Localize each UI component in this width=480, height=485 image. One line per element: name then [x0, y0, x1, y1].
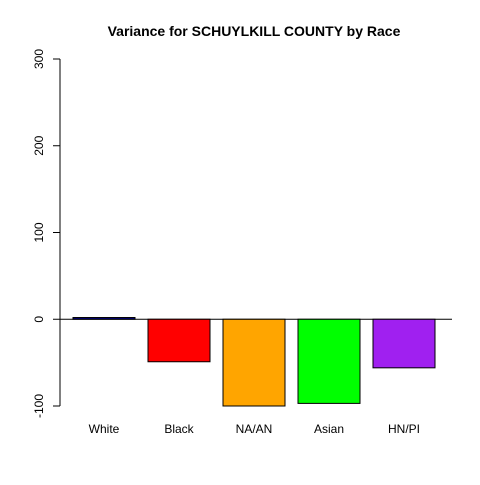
x-category-label: Asian: [314, 422, 344, 436]
x-category-label: Black: [164, 422, 194, 436]
bar-hn-pi: [372, 318, 436, 369]
bar-white: [72, 317, 136, 320]
y-tick-label: -100: [32, 394, 46, 418]
y-tick-label: 0: [32, 316, 46, 323]
x-category-label: HN/PI: [388, 422, 420, 436]
bar-na-an: [222, 318, 286, 407]
y-tick-label: 100: [32, 222, 46, 242]
x-axis-labels: White Black NA/AN Asian HN/PI: [89, 422, 420, 436]
chart-title: Variance for SCHUYLKILL COUNTY by Race: [108, 23, 401, 39]
bars: [72, 317, 436, 407]
y-tick-label: 200: [32, 135, 46, 155]
y-tick-label: 300: [32, 49, 46, 69]
bar-black: [147, 318, 211, 363]
x-category-label: NA/AN: [236, 422, 273, 436]
bar-asian: [297, 318, 361, 404]
x-category-label: White: [89, 422, 120, 436]
